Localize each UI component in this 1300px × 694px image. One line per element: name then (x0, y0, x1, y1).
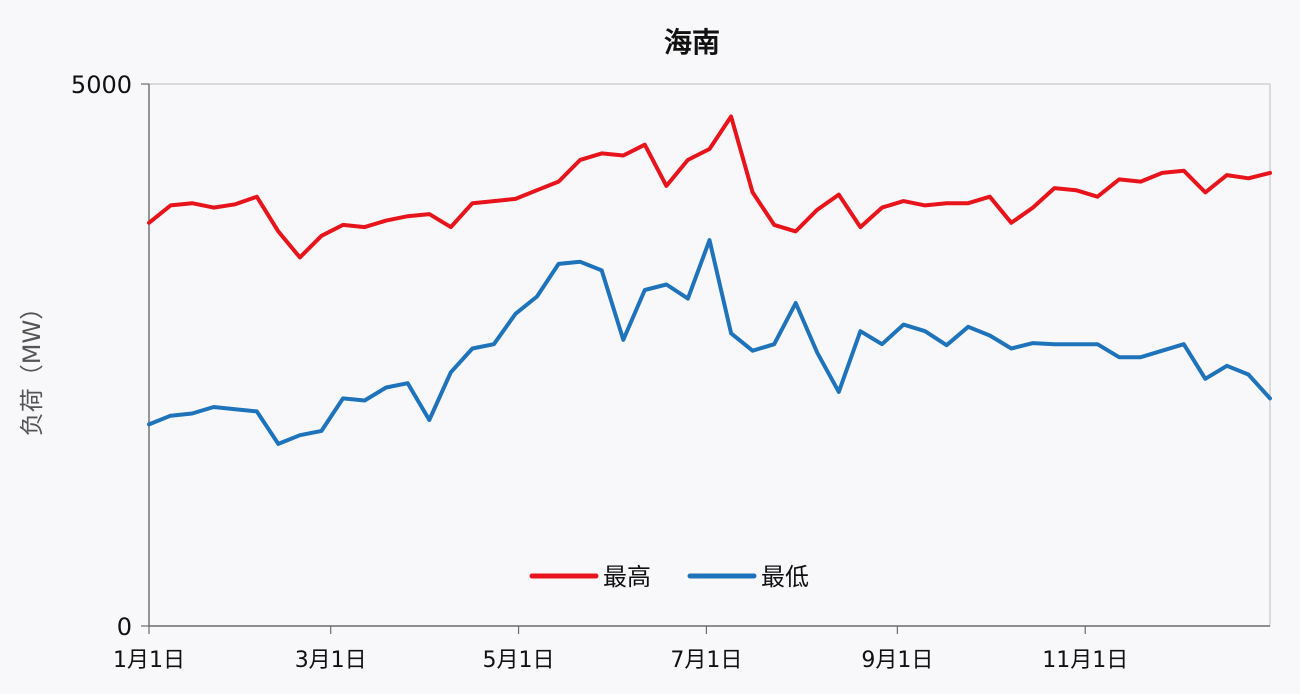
legend-label-max: 最高 (603, 563, 651, 591)
series-line-max (147, 114, 1272, 260)
x-ticks-group: 1月1日 3月1日 5月1日 7月1日 9月1日 11月1日 (113, 626, 1128, 673)
series-group (147, 114, 1272, 446)
x-tick-label-3: 7月1日 (670, 648, 742, 673)
x-tick-label-0: 1月1日 (113, 648, 185, 673)
legend: 最高 最低 (529, 563, 809, 591)
x-tick-label-5: 11月1日 (1042, 648, 1128, 673)
y-axis-label: 负荷（MW） (18, 296, 46, 436)
legend-label-min: 最低 (761, 563, 809, 591)
x-tick-label-4: 9月1日 (861, 648, 933, 673)
series-line-min (147, 238, 1272, 446)
chart-title: 海南 (664, 26, 720, 59)
x-tick-label-1: 3月1日 (295, 648, 367, 673)
y-tick-label-0: 0 (117, 613, 132, 641)
x-tick-label-2: 5月1日 (483, 648, 555, 673)
y-tick-label-5000: 5000 (71, 71, 132, 99)
